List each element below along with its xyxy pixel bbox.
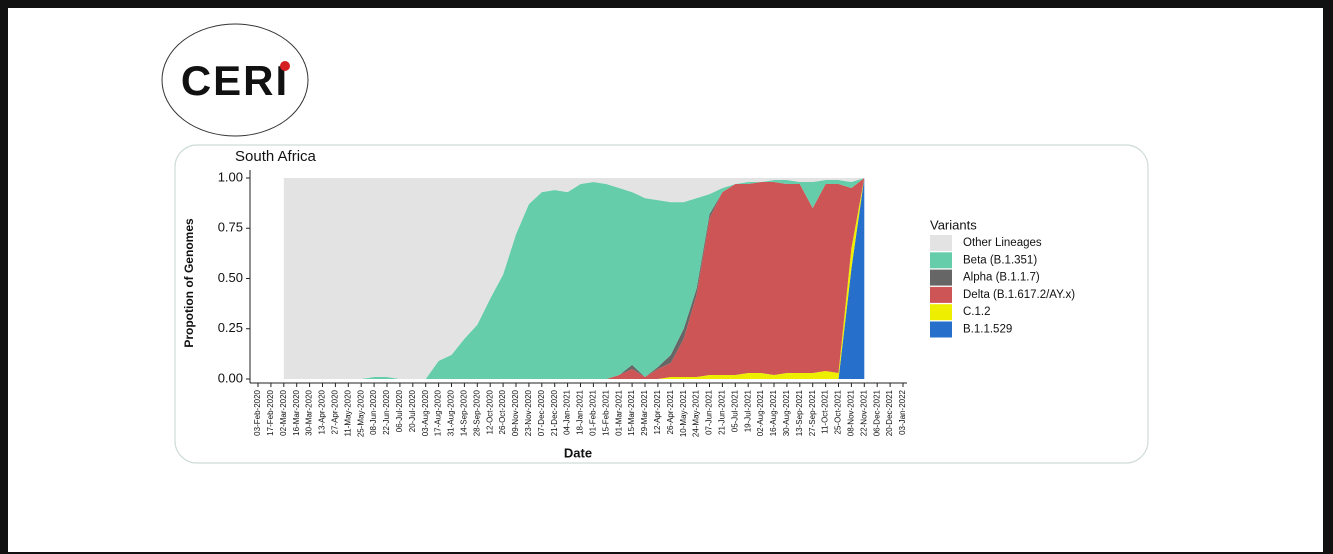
y-tick-label: 0.25 (218, 320, 243, 335)
logo-circle (161, 23, 309, 137)
x-tick-label: 27-Sep-2021 (808, 389, 817, 436)
area (283, 178, 865, 379)
x-tick-label: 22-Jun-2020 (382, 389, 391, 434)
x-tick-label: 19-Jul-2021 (743, 389, 752, 432)
x-tick-label: 17-Aug-2020 (434, 389, 443, 436)
x-tick-label: 25-Oct-2021 (834, 389, 843, 434)
x-tick-label: 02-Mar-2020 (279, 389, 288, 435)
x-tick-label: 13-Sep-2021 (795, 389, 804, 436)
x-tick-label: 17-Feb-2020 (266, 389, 275, 435)
x-tick-label: 28-Sep-2020 (472, 389, 481, 436)
x-tick-label: 13-Apr-2020 (318, 389, 327, 434)
x-tick-label: 01-Mar-2021 (614, 389, 623, 435)
x-tick-label: 31-Aug-2020 (447, 389, 456, 436)
chart-title: South Africa (235, 148, 317, 165)
x-tick-label: 03-Aug-2020 (421, 389, 430, 436)
logo-dot (280, 61, 290, 71)
x-tick-label: 23-Nov-2020 (524, 389, 533, 436)
x-tick-label: 15-Mar-2021 (627, 389, 636, 435)
x-tick-label: 30-Aug-2021 (782, 389, 791, 436)
x-tick-label: 05-Jul-2021 (730, 389, 739, 432)
x-tick-label: 15-Feb-2021 (601, 389, 610, 435)
legend-label: Alpha (B.1.1.7) (963, 272, 1040, 284)
x-tick-label: 06-Jul-2020 (395, 389, 404, 432)
x-tick-label: 20-Dec-2021 (885, 389, 894, 436)
x-tick-label: 11-May-2020 (343, 389, 352, 436)
x-tick-label: 03-Jan-2022 (898, 389, 907, 434)
legend-swatch (930, 286, 952, 303)
x-tick-label: 16-Aug-2021 (769, 389, 778, 436)
logo-text: CERI (181, 57, 289, 104)
area (283, 178, 865, 379)
legend-swatch (930, 321, 952, 338)
x-tick-label: 12-Oct-2020 (485, 389, 494, 434)
y-tick-label: 0.50 (218, 270, 243, 285)
x-tick-label: 10-May-2021 (679, 389, 688, 437)
legend-swatch (930, 304, 952, 321)
x-tick-label: 22-Nov-2021 (859, 389, 868, 436)
legend-swatch (930, 252, 952, 269)
x-tick-label: 02-Aug-2021 (756, 389, 765, 436)
y-tick-label: 1.00 (218, 169, 243, 184)
y-tick-label: 0.75 (218, 220, 243, 235)
x-tick-label: 24-May-2021 (692, 389, 701, 437)
legend-swatch (930, 235, 952, 251)
x-tick-label: 26-Apr-2021 (666, 389, 675, 434)
x-tick-label: 08-Nov-2021 (847, 389, 856, 436)
legend-label: Beta (B.1.351) (963, 254, 1037, 266)
x-tick-label: 09-Nov-2020 (511, 389, 520, 436)
legend-label: Other Lineages (963, 237, 1042, 249)
x-tick-label: 06-Dec-2021 (872, 389, 881, 436)
legend-label: Delta (B.1.617.2/AY.x) (963, 289, 1075, 301)
legend-swatch (930, 269, 952, 286)
legend-title: Variants (930, 217, 977, 232)
x-axis-label: Date (564, 445, 592, 460)
y-axis-label: Propotion of Genomes (182, 218, 196, 348)
x-tick-label: 16-Mar-2020 (292, 389, 301, 435)
x-tick-label: 11-Oct-2021 (821, 389, 830, 433)
x-tick-label: 26-Oct-2020 (498, 389, 507, 434)
area (283, 178, 865, 379)
x-tick-label: 30-Mar-2020 (305, 389, 314, 435)
legend-label: B.1.1.529 (963, 324, 1012, 336)
x-tick-label: 27-Apr-2020 (331, 389, 340, 434)
x-tick-label: 20-Jul-2020 (408, 389, 417, 432)
x-tick-label: 04-Jan-2021 (563, 389, 572, 434)
x-tick-label: 18-Jan-2021 (576, 389, 585, 434)
y-tick-label: 0.00 (218, 370, 243, 385)
x-tick-label: 01-Feb-2021 (589, 389, 598, 435)
x-tick-label: 14-Sep-2020 (460, 389, 469, 436)
x-tick-label: 21-Dec-2020 (550, 389, 559, 436)
x-tick-label: 08-Jun-2020 (369, 389, 378, 434)
x-tick-label: 07-Dec-2020 (537, 389, 546, 436)
x-tick-label: 29-Mar-2021 (640, 389, 649, 435)
x-tick-label: 25-May-2020 (356, 389, 365, 437)
legend-label: C.1.2 (963, 306, 991, 318)
x-tick-label: 12-Apr-2021 (653, 389, 662, 434)
x-tick-label: 03-Feb-2020 (253, 389, 262, 435)
chart: CERI South Africa Propotion of Genomes D… (161, 23, 1149, 464)
x-tick-label: 07-Jun-2021 (705, 389, 714, 434)
x-tick-label: 21-Jun-2021 (718, 389, 727, 434)
